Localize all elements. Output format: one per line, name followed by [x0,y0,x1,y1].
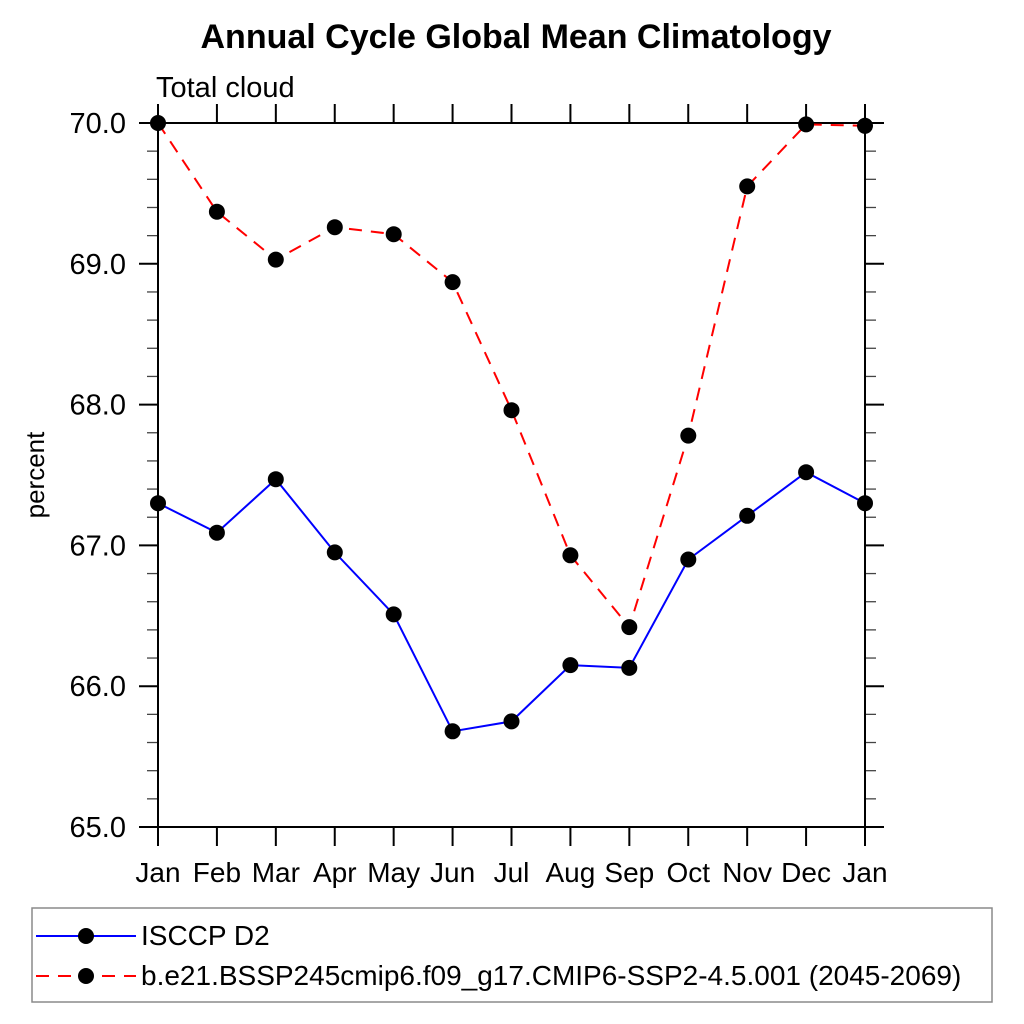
data-point-marker [680,551,697,568]
x-axis-tick-label: Jul [494,857,530,888]
chart-subtitle: Total cloud [156,72,295,104]
plot-border [157,122,866,828]
data-point-marker [562,547,579,564]
x-axis-tick-labels: Jan Feb Mar Apr May Jun Jul Aug Sep Oct Nov Dec Jan [135,857,887,888]
data-point-marker [385,606,402,623]
data-point-marker [857,495,873,512]
data-point-marker [150,115,166,131]
series-layer [150,115,873,740]
x-axis-tick-label: Dec [781,857,831,888]
y-axis-tick-label: 66.0 [70,671,126,703]
data-point-marker [267,251,284,268]
data-point-marker [739,507,756,524]
data-point-marker [857,117,873,134]
data-point-marker [208,203,225,220]
x-axis-tick-label: Jan [135,857,180,888]
data-point-marker [444,274,461,291]
data-point-marker [326,219,343,236]
axes-ticks [139,104,884,846]
data-point-marker [798,116,815,133]
y-axis-tick-labels: 65.0 66.0 67.0 68.0 69.0 70.0 [70,108,126,844]
legend-marker-isccp-d2 [78,928,94,944]
chart-title: Annual Cycle Global Mean Climatology [201,18,832,56]
y-axis-tick-label: 67.0 [70,530,126,562]
data-point-marker [385,226,402,243]
legend-label-isccp-d2: ISCCP D2 [141,920,270,951]
data-point-marker [621,659,638,676]
x-axis-tick-label: Nov [722,857,772,888]
data-point-marker [562,657,579,674]
x-axis-tick-label: Feb [193,857,241,888]
x-axis-tick-label: Aug [546,857,596,888]
y-axis-title: percent [20,431,50,518]
data-point-marker [326,544,343,561]
data-point-marker [267,471,284,488]
legend-box [31,907,993,1003]
data-point-marker [739,178,756,195]
data-point-marker [503,402,520,419]
data-point-marker [503,713,520,730]
y-axis-tick-label: 70.0 [70,108,126,140]
x-axis-tick-label: Oct [666,857,710,888]
x-axis-tick-label: Apr [313,857,357,888]
data-point-marker [680,427,697,444]
x-axis-tick-label: Jun [430,857,475,888]
x-axis-tick-label: Jan [842,857,887,888]
series-line-isccp-d2 [157,471,866,733]
data-point-marker [444,723,461,740]
data-point-marker [208,524,225,541]
y-axis-tick-label: 68.0 [70,390,126,422]
x-axis-tick-label: Mar [252,857,300,888]
x-axis-tick-label: Sep [604,857,654,888]
legend-label-model-run: b.e21.BSSP245cmip6.f09_g17.CMIP6-SSP2-4.… [141,960,961,991]
y-axis-tick-label: 65.0 [70,812,126,844]
series-line-model-run [157,122,866,630]
legend-marker-model-run [78,968,94,984]
x-axis-tick-label: May [367,857,420,888]
data-point-marker [150,495,166,512]
data-point-marker [621,619,638,636]
data-point-marker [798,464,815,481]
y-axis-tick-label: 69.0 [70,249,126,281]
legend: ISCCP D2 b.e21.BSSP245cmip6.f09_g17.CMIP… [31,907,993,1003]
